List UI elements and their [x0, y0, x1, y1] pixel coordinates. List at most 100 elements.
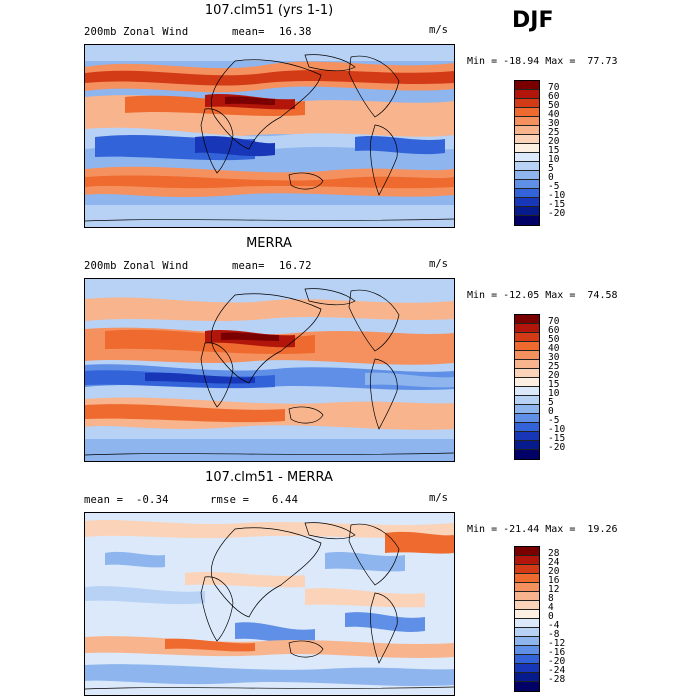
- panel-2-variable-label: 200mb Zonal Wind: [84, 260, 189, 272]
- colorbar-tick-label: 25: [548, 127, 560, 138]
- colorbar-swatch: [515, 414, 539, 423]
- colorbar-tick-label: -10: [548, 190, 566, 201]
- colorbar-swatch: [515, 162, 539, 171]
- colorbar-swatch: [515, 189, 539, 198]
- colorbar-swatch: [515, 664, 539, 673]
- panel-2-field: [85, 279, 454, 461]
- panel-3-field: [85, 513, 454, 695]
- colorbar-swatch: [515, 99, 539, 108]
- panel-3-colorbar-ticks: 28 24 20 16 12 8 4 0 -4 -8 -12 -16 -20 -24 -28: [548, 548, 566, 685]
- colorbar-swatch: [515, 198, 539, 207]
- panel-1-units: m/s: [429, 24, 448, 36]
- colorbar-swatch: [515, 583, 539, 592]
- colorbar-tick-label: 10: [548, 154, 560, 165]
- colorbar-swatch: [515, 610, 539, 619]
- colorbar-tick-label: 20: [548, 566, 560, 577]
- colorbar-swatch: [515, 628, 539, 637]
- colorbar-swatch: [515, 619, 539, 628]
- colorbar-swatch: [515, 324, 539, 333]
- colorbar-swatch: [515, 81, 539, 90]
- colorbar-swatch: [515, 655, 539, 664]
- colorbar-tick-label: 40: [548, 109, 560, 120]
- colorbar-swatch: [515, 423, 539, 432]
- colorbar-swatch: [515, 333, 539, 342]
- colorbar-swatch: [515, 682, 539, 691]
- panel-2-colorbar: [514, 314, 540, 460]
- colorbar-tick-label: 20: [548, 370, 560, 381]
- panel-1-title: 107.clm51 (yrs 1-1): [204, 3, 334, 18]
- colorbar-tick-label: 15: [548, 379, 560, 390]
- colorbar-tick-label: -16: [548, 647, 566, 658]
- colorbar-tick-label: 15: [548, 145, 560, 156]
- colorbar-tick-label: 50: [548, 334, 560, 345]
- panel-3-minmax: Min = -21.44 Max = 19.26: [467, 524, 618, 535]
- colorbar-swatch: [515, 315, 539, 324]
- panel-1-map: [84, 44, 455, 228]
- panel-1-variable-label: 200mb Zonal Wind: [84, 26, 189, 38]
- colorbar-tick-label: 70: [548, 82, 560, 93]
- colorbar-tick-label: -12: [548, 638, 566, 649]
- panel-2-colorbar-swatches: [515, 315, 539, 459]
- colorbar-swatch: [515, 144, 539, 153]
- colorbar-tick-label: -5: [548, 415, 560, 426]
- colorbar-swatch: [515, 574, 539, 583]
- colorbar-tick-label: -20: [548, 656, 566, 667]
- panel-3-colorbar-swatches: [515, 547, 539, 691]
- panel-3-mean-value: -0.34: [136, 494, 169, 506]
- colorbar-tick-label: 24: [548, 557, 560, 568]
- colorbar-swatch: [515, 153, 539, 162]
- colorbar-swatch: [515, 369, 539, 378]
- colorbar-tick-label: -4: [548, 620, 560, 631]
- panel-2-mean-value: 16.72: [279, 260, 312, 272]
- colorbar-swatch: [515, 108, 539, 117]
- panel-2-units: m/s: [429, 258, 448, 270]
- colorbar-swatch: [515, 673, 539, 682]
- colorbar-swatch: [515, 126, 539, 135]
- colorbar-tick-label: 25: [548, 361, 560, 372]
- colorbar-swatch: [515, 207, 539, 216]
- colorbar-tick-label: 30: [548, 118, 560, 129]
- panel-1-field: [85, 45, 454, 227]
- colorbar-tick-label: 12: [548, 584, 560, 595]
- colorbar-swatch: [515, 547, 539, 556]
- colorbar-tick-label: 40: [548, 343, 560, 354]
- colorbar-swatch: [515, 342, 539, 351]
- colorbar-tick-label: 4: [548, 602, 554, 613]
- colorbar-swatch: [515, 405, 539, 414]
- colorbar-swatch: [515, 396, 539, 405]
- panel-1-colorbar-ticks: 70 60 50 40 30 25 20 15 10 5 0 -5 -10 -15 -20: [548, 82, 566, 219]
- colorbar-swatch: [515, 601, 539, 610]
- colorbar-swatch: [515, 378, 539, 387]
- panel-1-minmax: Min = -18.94 Max = 77.73: [467, 56, 618, 67]
- panel-3-units: m/s: [429, 492, 448, 504]
- colorbar-tick-label: -20: [548, 442, 566, 453]
- colorbar-tick-label: -24: [548, 665, 566, 676]
- colorbar-swatch: [515, 637, 539, 646]
- colorbar-swatch: [515, 441, 539, 450]
- colorbar-tick-label: -15: [548, 433, 566, 444]
- colorbar-swatch: [515, 180, 539, 189]
- panel-2-colorbar-ticks: 70 60 50 40 30 25 20 15 10 5 0 -5 -10 -15 -20: [548, 317, 566, 453]
- panel-1-mean-value: 16.38: [279, 26, 312, 38]
- colorbar-tick-label: 5: [548, 397, 554, 408]
- colorbar-tick-label: 28: [548, 548, 560, 559]
- panel-2-title: MERRA: [246, 236, 292, 251]
- colorbar-swatch: [515, 432, 539, 441]
- colorbar-swatch: [515, 646, 539, 655]
- panel-1-mean-label: mean=: [232, 26, 265, 38]
- colorbar-tick-label: 8: [548, 593, 554, 604]
- colorbar-swatch: [515, 216, 539, 225]
- colorbar-tick-label: 10: [548, 388, 560, 399]
- colorbar-tick-label: -28: [548, 674, 566, 685]
- colorbar-tick-label: 60: [548, 91, 560, 102]
- panel-2-minmax: Min = -12.05 Max = 74.58: [467, 290, 618, 301]
- season-title: DJF: [512, 8, 554, 33]
- colorbar-tick-label: -10: [548, 424, 566, 435]
- colorbar-swatch: [515, 450, 539, 459]
- colorbar-swatch: [515, 360, 539, 369]
- colorbar-tick-label: 0: [548, 406, 554, 417]
- panel-1-colorbar-swatches: [515, 81, 539, 225]
- colorbar-swatch: [515, 592, 539, 601]
- colorbar-tick-label: 16: [548, 575, 560, 586]
- colorbar-swatch: [515, 387, 539, 396]
